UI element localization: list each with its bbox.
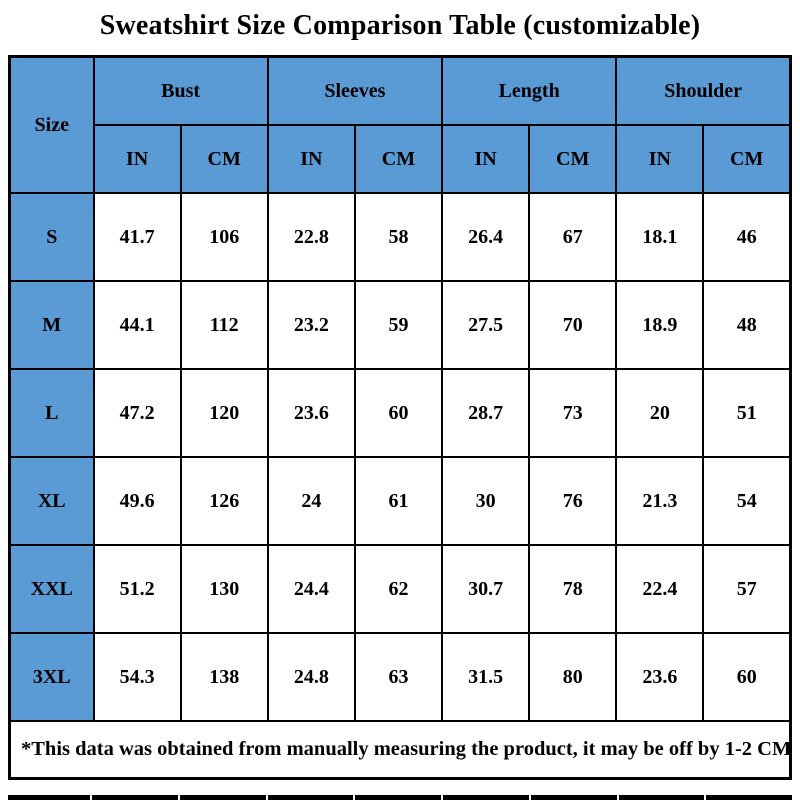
size-label-cell: XXL: [8, 544, 95, 634]
table-row-s: S 41.7 106 22.8 58 26.4 67 18.1 46: [8, 192, 792, 282]
table-row-l: L 47.2 120 23.6 60 28.7 73 20 51: [8, 368, 792, 458]
value-cell: 57: [702, 544, 792, 634]
value-cell: 51: [702, 368, 792, 458]
unit-shoulder-in-cell: IN: [615, 124, 705, 194]
footnote-row: *This data was obtained from manually me…: [8, 720, 792, 780]
value-cell: 78: [528, 544, 618, 634]
size-label-cell: 3XL: [8, 632, 95, 722]
header-shoulder-cell: Shoulder: [615, 55, 792, 126]
unit-bust-in-cell: IN: [92, 124, 182, 194]
value-cell: 23.2: [266, 280, 356, 370]
next-table-cell-edge: [267, 795, 354, 800]
next-table-cell-edge: [618, 795, 705, 800]
unit-length-cm-cell: CM: [528, 124, 618, 194]
value-cell: 112: [179, 280, 269, 370]
value-cell: 120: [179, 368, 269, 458]
unit-shoulder-cm-cell: CM: [702, 124, 792, 194]
value-cell: 60: [702, 632, 792, 722]
unit-bust-cm-cell: CM: [179, 124, 269, 194]
value-cell: 59: [353, 280, 444, 370]
value-cell: 76: [528, 456, 618, 546]
value-cell: 47.2: [92, 368, 182, 458]
header-size-cell: Size: [8, 55, 95, 194]
value-cell: 30: [440, 456, 531, 546]
value-cell: 30.7: [440, 544, 531, 634]
value-cell: 31.5: [440, 632, 531, 722]
value-cell: 46: [702, 192, 792, 282]
value-cell: 51.2: [92, 544, 182, 634]
value-cell: 23.6: [266, 368, 356, 458]
next-table-cell-edge: [706, 795, 792, 800]
size-label-cell: M: [8, 280, 95, 370]
value-cell: 60: [353, 368, 444, 458]
value-cell: 48: [702, 280, 792, 370]
value-cell: 61: [353, 456, 444, 546]
header-length-cell: Length: [440, 55, 618, 126]
unit-sleeves-in-cell: IN: [266, 124, 356, 194]
value-cell: 62: [353, 544, 444, 634]
page-title: Sweatshirt Size Comparison Table (custom…: [99, 10, 701, 41]
value-cell: 24.4: [266, 544, 356, 634]
unit-sleeves-cm-cell: CM: [353, 124, 444, 194]
table-row-3xl: 3XL 54.3 138 24.8 63 31.5 80 23.6 60: [8, 632, 792, 722]
value-cell: 73: [528, 368, 618, 458]
size-label-cell: L: [8, 368, 95, 458]
table-row-xl: XL 49.6 126 24 61 30 76 21.3 54: [8, 456, 792, 546]
value-cell: 23.6: [615, 632, 705, 722]
value-cell: 41.7: [92, 192, 182, 282]
value-cell: 26.4: [440, 192, 531, 282]
value-cell: 22.4: [615, 544, 705, 634]
size-label-cell: XL: [8, 456, 95, 546]
value-cell: 22.8: [266, 192, 356, 282]
value-cell: 54: [702, 456, 792, 546]
value-cell: 130: [179, 544, 269, 634]
value-cell: 28.7: [440, 368, 531, 458]
header-bust-cell: Bust: [92, 55, 269, 126]
value-cell: 27.5: [440, 280, 531, 370]
size-label-cell: S: [8, 192, 95, 282]
table-row-xxl: XXL 51.2 130 24.4 62 30.7 78 22.4 57: [8, 544, 792, 634]
size-comparison-table: Size Bust Sleeves Length Shoulder IN CM …: [8, 55, 792, 780]
value-cell: 24.8: [266, 632, 356, 722]
next-table-cell-edge: [355, 795, 441, 800]
value-cell: 126: [179, 456, 269, 546]
unit-length-in-cell: IN: [440, 124, 531, 194]
next-table-cell-edge: [443, 795, 529, 800]
value-cell: 63: [353, 632, 444, 722]
value-cell: 70: [528, 280, 618, 370]
value-cell: 67: [528, 192, 618, 282]
value-cell: 54.3: [92, 632, 182, 722]
value-cell: 49.6: [92, 456, 182, 546]
value-cell: 21.3: [615, 456, 705, 546]
next-table-fragment: [8, 795, 792, 800]
value-cell: 138: [179, 632, 269, 722]
value-cell: 20: [615, 368, 705, 458]
value-cell: 80: [528, 632, 618, 722]
header-group-row: Size Bust Sleeves Length Shoulder: [8, 55, 792, 194]
header-sleeves-cell: Sleeves: [266, 55, 444, 126]
value-cell: 106: [179, 192, 269, 282]
footnote-text: *This data was obtained from manually me…: [8, 720, 792, 780]
table-row-m: M 44.1 112 23.2 59 27.5 70 18.9 48: [8, 280, 792, 370]
next-table-cell-edge: [92, 795, 178, 800]
value-cell: 18.1: [615, 192, 705, 282]
value-cell: 18.9: [615, 280, 705, 370]
header-unit-row: IN CM IN CM IN CM IN CM: [10, 124, 792, 194]
value-cell: 44.1: [92, 280, 182, 370]
next-table-cell-edge: [530, 795, 617, 800]
next-table-cell-edge: [8, 795, 90, 800]
next-table-cell-edge: [179, 795, 266, 800]
value-cell: 24: [266, 456, 356, 546]
value-cell: 58: [353, 192, 444, 282]
